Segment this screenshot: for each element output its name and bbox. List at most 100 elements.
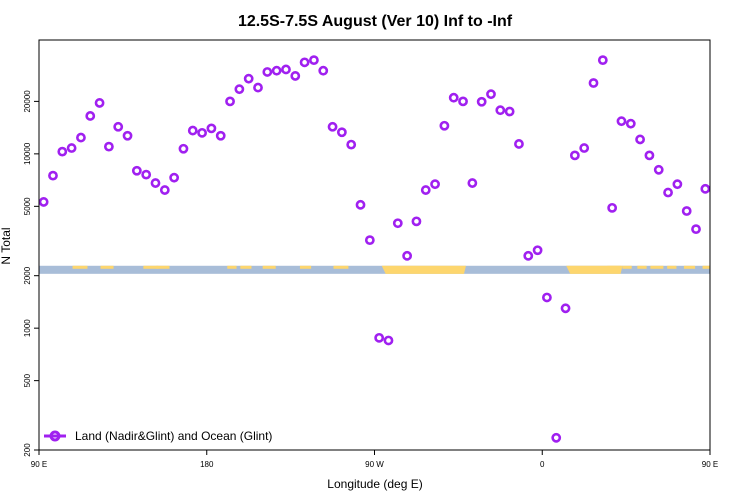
data-point	[253, 82, 263, 93]
data-point	[495, 105, 506, 116]
coast-speck	[637, 265, 647, 269]
x-tick-label: 90 E	[31, 460, 47, 469]
data-point	[206, 123, 217, 134]
data-point	[309, 55, 319, 66]
data-point	[392, 218, 403, 229]
data-point	[523, 250, 534, 261]
x-tick-label: 90 E	[702, 460, 718, 469]
data-point	[663, 187, 673, 198]
x-tick-label: 180	[200, 460, 214, 469]
data-point	[290, 71, 301, 81]
data-point	[691, 224, 701, 235]
legend-marker-icon	[49, 430, 61, 442]
data-point	[66, 143, 77, 153]
data-point	[383, 335, 394, 346]
data-point	[159, 185, 170, 195]
chart-title: 12.5S-7.5S August (Ver 10) Inf to -Inf	[238, 13, 513, 30]
ocean-band	[39, 265, 710, 274]
data-point	[271, 65, 282, 76]
x-axis-label: Longitude (deg E)	[327, 477, 422, 491]
data-point	[187, 125, 198, 136]
coast-speck	[622, 265, 632, 269]
coast-speck	[650, 265, 664, 269]
y-tick-label: 2000	[23, 266, 32, 284]
data-point	[458, 96, 468, 107]
coast-speck	[607, 265, 621, 269]
data-point	[448, 92, 459, 103]
data-point	[48, 170, 58, 181]
data-point	[141, 169, 152, 180]
coast-speck	[227, 265, 237, 269]
data-point	[215, 130, 226, 141]
data-point	[169, 172, 180, 183]
coast-speck	[683, 265, 696, 269]
data-point	[625, 118, 636, 129]
y-tick-label: 200	[23, 443, 32, 457]
data-point	[588, 78, 599, 88]
data-point	[57, 146, 68, 157]
coast-speck	[262, 265, 276, 269]
data-point	[327, 121, 338, 132]
data-point	[644, 150, 655, 161]
x-tick-label: 0	[540, 460, 545, 469]
data-point	[225, 96, 235, 107]
data-point	[299, 57, 310, 68]
data-point	[653, 164, 664, 175]
data-points	[38, 55, 711, 443]
data-point	[579, 143, 590, 153]
data-point	[551, 432, 562, 443]
data-point	[607, 202, 618, 213]
x-tick-label: 90 W	[365, 460, 384, 469]
data-point	[700, 183, 711, 194]
coast-speck	[240, 265, 252, 269]
data-point	[467, 178, 478, 188]
coast-speck	[299, 265, 312, 269]
y-tick-label: 1000	[23, 319, 32, 337]
data-point	[402, 250, 413, 261]
coast-speck	[100, 265, 114, 269]
data-point	[486, 89, 496, 100]
data-point	[318, 65, 329, 76]
data-point	[374, 332, 385, 343]
data-point	[131, 165, 142, 176]
data-point	[476, 96, 487, 107]
data-point	[430, 179, 440, 190]
data-point	[532, 245, 543, 256]
data-point	[113, 121, 124, 132]
data-point	[411, 216, 422, 227]
data-point	[420, 185, 431, 195]
data-point	[85, 111, 96, 121]
data-point	[616, 116, 627, 127]
x-axis-ticks: 90 E 180 90 W 0 90 E	[31, 450, 718, 469]
y-tick-label: 20000	[23, 90, 32, 113]
y-axis-label: N Total	[0, 227, 13, 264]
data-point	[38, 197, 49, 207]
y-tick-label: 500	[23, 373, 32, 387]
data-point	[514, 139, 524, 149]
y-tick-label: 10000	[23, 142, 32, 165]
data-point	[281, 64, 291, 75]
legend-entry-label: Land (Nadir&Glint) and Ocean (Glint)	[75, 429, 272, 443]
data-point	[504, 106, 515, 117]
data-point	[635, 134, 646, 145]
data-point	[94, 98, 105, 108]
coast-speck	[333, 265, 349, 269]
data-point	[439, 120, 450, 131]
data-point	[178, 143, 189, 154]
coast-speck	[72, 265, 88, 269]
land-region	[381, 265, 466, 274]
data-point	[346, 139, 357, 150]
data-point	[364, 235, 375, 246]
data-point	[150, 178, 161, 188]
data-point	[560, 303, 571, 314]
data-point	[542, 292, 552, 303]
data-point	[122, 130, 133, 141]
y-axis-ticks: 200 500 1000 2000 5000 10000 20000	[23, 90, 39, 457]
legend: Land (Nadir&Glint) and Ocean (Glint)	[44, 429, 272, 443]
data-point	[262, 67, 273, 77]
data-point	[76, 132, 86, 143]
data-point	[597, 55, 608, 66]
data-point	[569, 150, 580, 161]
data-point	[681, 206, 692, 216]
